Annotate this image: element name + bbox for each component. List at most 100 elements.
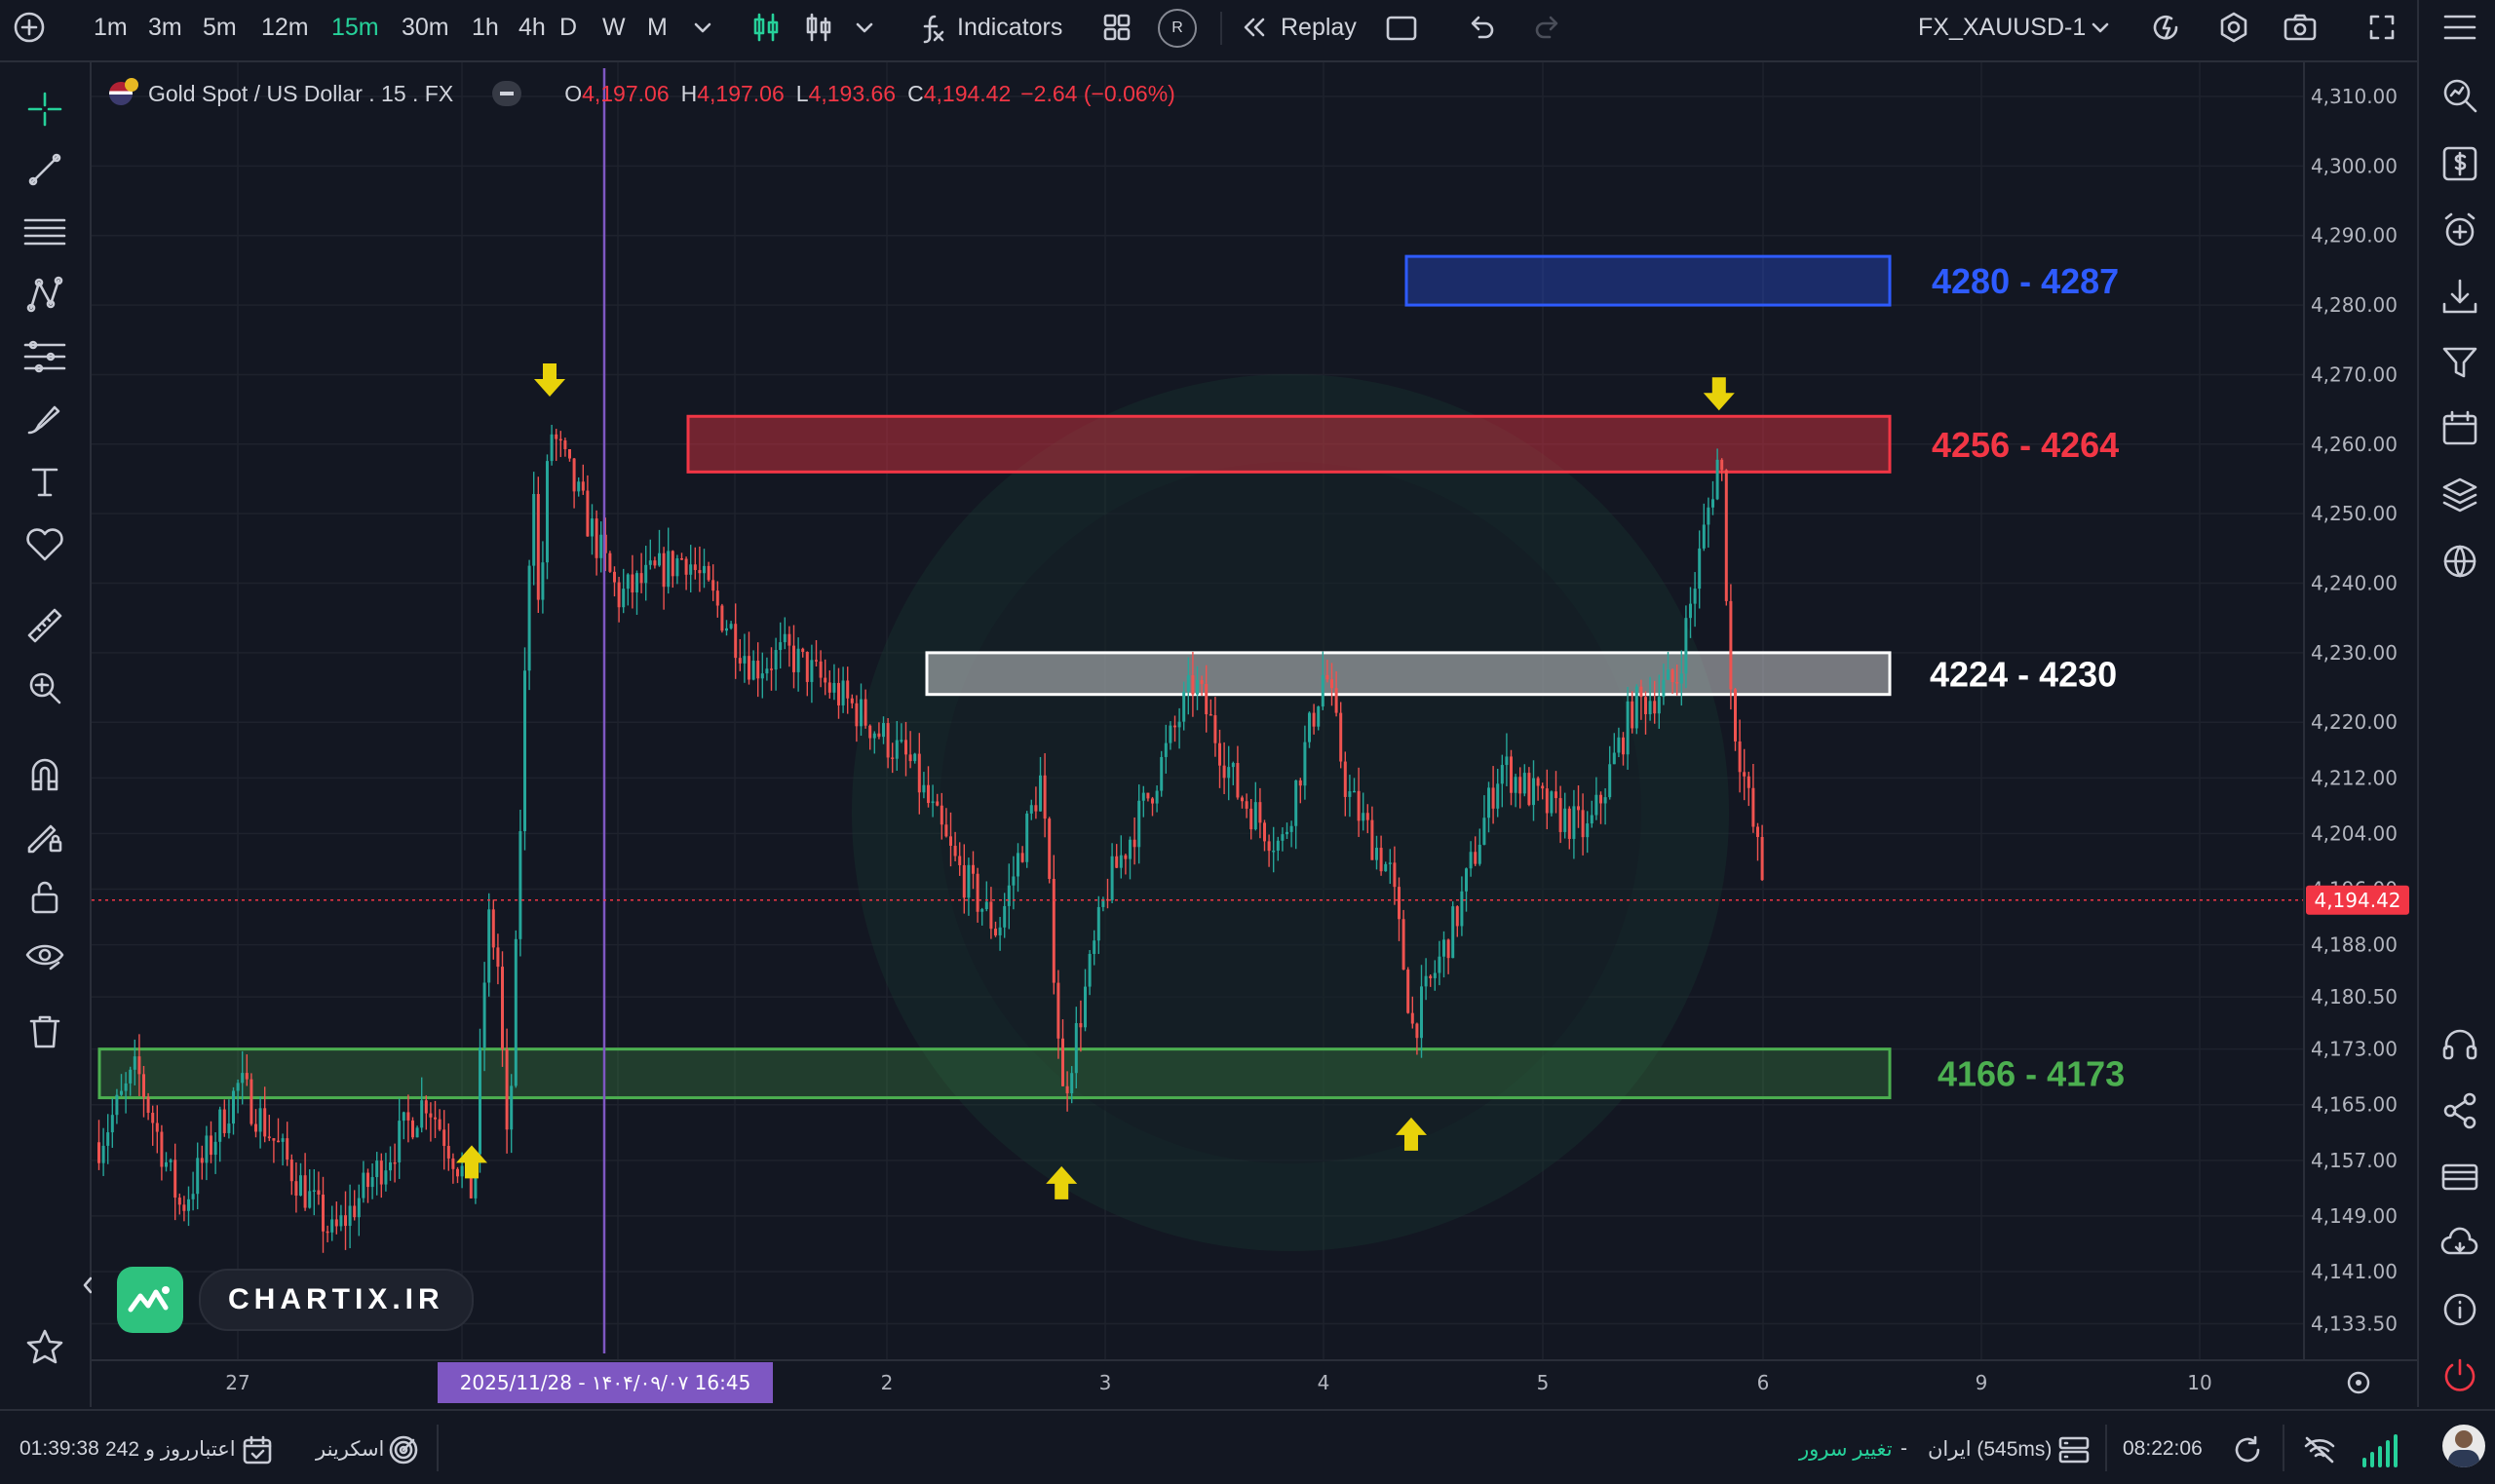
timeframe-1h[interactable]: 1h bbox=[472, 13, 499, 41]
timeframe-w[interactable]: W bbox=[602, 13, 626, 41]
indicators-icon[interactable] bbox=[912, 8, 951, 47]
time-axis[interactable]: 27 2 3 4 5 6 9 10 bbox=[225, 1371, 2211, 1394]
lock-drawing-icon[interactable] bbox=[18, 809, 72, 863]
collapse-legend-icon[interactable] bbox=[492, 81, 522, 106]
timeframe-m[interactable]: M bbox=[647, 13, 668, 41]
collapse-chevron-icon[interactable] bbox=[78, 1271, 97, 1300]
magnet-icon[interactable] bbox=[18, 746, 72, 801]
candle-body bbox=[245, 1073, 249, 1080]
pattern-icon[interactable] bbox=[18, 267, 72, 322]
chart-type-icon[interactable] bbox=[799, 8, 838, 47]
candle-body bbox=[460, 1165, 464, 1177]
symbol-title[interactable]: Gold Spot / US Dollar . 15 . FX bbox=[148, 80, 454, 106]
crosshair-icon[interactable] bbox=[18, 82, 72, 136]
candle-body bbox=[1558, 798, 1562, 832]
candle-body bbox=[196, 1158, 200, 1195]
timeframe-1m[interactable]: 1m bbox=[94, 13, 128, 41]
price-chart[interactable]: 4280 - 4287 4256 - 4264 4224 - 4230 4166 - … bbox=[92, 62, 2417, 1407]
candle-body bbox=[904, 740, 907, 755]
radar-icon[interactable] bbox=[384, 1430, 423, 1469]
unlock-icon[interactable] bbox=[18, 869, 72, 924]
zone-rect[interactable] bbox=[925, 651, 1892, 697]
timeframe-4h[interactable]: 4h bbox=[518, 13, 546, 41]
zones: 4280 - 4287 4256 - 4264 4224 - 4230 4166 - … bbox=[97, 254, 2125, 1100]
fib-retracement-icon[interactable] bbox=[18, 205, 72, 259]
divider bbox=[1220, 12, 1222, 45]
filter-icon[interactable] bbox=[2435, 337, 2485, 388]
candle-body bbox=[479, 1047, 481, 1155]
arrow-marker bbox=[1703, 377, 1735, 411]
timeframe-d[interactable]: D bbox=[559, 13, 578, 41]
rewind-icon[interactable] bbox=[1234, 8, 1273, 47]
calendar-check-icon[interactable] bbox=[238, 1430, 277, 1469]
time-tick-label: 2 bbox=[881, 1371, 894, 1394]
download-icon[interactable] bbox=[2435, 271, 2485, 322]
candle-body bbox=[998, 927, 1002, 935]
alarm-icon[interactable] bbox=[2435, 205, 2485, 255]
text-icon[interactable] bbox=[18, 454, 72, 509]
candle-body bbox=[631, 574, 634, 593]
chevron-down-icon[interactable] bbox=[850, 10, 879, 45]
share-icon[interactable] bbox=[2435, 1085, 2485, 1136]
screener-label[interactable]: اسکرینر bbox=[316, 1437, 385, 1461]
candle-body bbox=[541, 562, 545, 600]
timeframe-12m[interactable]: 12m bbox=[261, 13, 309, 41]
timeframe-3m[interactable]: 3m bbox=[148, 13, 182, 41]
add-icon[interactable] bbox=[10, 8, 49, 47]
rectangle-icon[interactable] bbox=[1382, 8, 1421, 47]
fullscreen-icon[interactable] bbox=[2362, 8, 2401, 47]
candles-icon[interactable] bbox=[747, 8, 786, 47]
avatar[interactable] bbox=[2442, 1425, 2485, 1467]
forecast-icon[interactable] bbox=[18, 329, 72, 384]
r-badge[interactable]: R bbox=[1158, 9, 1197, 48]
zone-rect[interactable] bbox=[97, 1047, 1892, 1100]
candle-body bbox=[299, 1175, 302, 1196]
candle-body bbox=[1532, 778, 1535, 806]
server-icon bbox=[2054, 1430, 2093, 1469]
candle-body bbox=[142, 1074, 145, 1097]
ruler-icon[interactable] bbox=[18, 598, 72, 653]
globe-icon[interactable] bbox=[2435, 536, 2485, 587]
layers-icon[interactable] bbox=[2435, 470, 2485, 520]
eye-icon[interactable] bbox=[18, 928, 72, 982]
wifi-off-icon[interactable] bbox=[2300, 1430, 2339, 1469]
indicators-button[interactable]: Indicators bbox=[957, 13, 1063, 41]
alert-flash-icon[interactable] bbox=[2146, 8, 2185, 47]
undo-icon[interactable] bbox=[1462, 8, 1501, 47]
chevron-down-icon[interactable] bbox=[2086, 10, 2115, 45]
symbol-selector[interactable]: FX_XAUUSD-1 bbox=[1918, 13, 2087, 41]
candle-body bbox=[339, 1215, 343, 1227]
brush-icon[interactable] bbox=[18, 392, 72, 446]
info-icon[interactable] bbox=[2435, 1284, 2485, 1335]
timeframe-5m[interactable]: 5m bbox=[203, 13, 237, 41]
replay-button[interactable]: Replay bbox=[1281, 13, 1357, 41]
zone-rect[interactable] bbox=[1404, 254, 1892, 307]
heart-icon[interactable] bbox=[18, 516, 72, 571]
cloud-icon[interactable] bbox=[2435, 1218, 2485, 1269]
settings-icon[interactable] bbox=[2214, 8, 2253, 47]
candle-body bbox=[1093, 940, 1096, 954]
redo-icon[interactable] bbox=[1528, 8, 1567, 47]
dollar-icon[interactable] bbox=[2435, 138, 2485, 189]
refresh-icon[interactable] bbox=[2228, 1430, 2267, 1469]
card-icon[interactable] bbox=[2435, 1152, 2485, 1202]
chevron-down-icon[interactable] bbox=[688, 10, 717, 45]
zone-rect[interactable] bbox=[686, 414, 1892, 474]
timeframe-30m[interactable]: 30m bbox=[402, 13, 449, 41]
support-headset-icon[interactable] bbox=[2435, 1019, 2485, 1070]
candle-body bbox=[487, 909, 491, 983]
power-icon[interactable] bbox=[2435, 1351, 2485, 1401]
trash-icon[interactable] bbox=[18, 1004, 72, 1058]
trend-line-icon[interactable] bbox=[18, 142, 72, 197]
timeframe-15m[interactable]: 15m bbox=[331, 13, 379, 41]
candle-body bbox=[1433, 972, 1437, 978]
camera-icon[interactable] bbox=[2281, 8, 2320, 47]
menu-icon[interactable] bbox=[2435, 2, 2485, 53]
calendar-icon[interactable] bbox=[2435, 403, 2485, 454]
zoom-in-icon[interactable] bbox=[18, 661, 72, 715]
server-change-link[interactable]: تغییر سرور bbox=[1799, 1437, 1893, 1461]
favorites-star-icon[interactable] bbox=[18, 1319, 72, 1374]
layouts-icon[interactable] bbox=[1097, 8, 1136, 47]
axis-settings-icon[interactable] bbox=[2347, 1371, 2370, 1394]
screener-search-icon[interactable] bbox=[2435, 70, 2485, 121]
